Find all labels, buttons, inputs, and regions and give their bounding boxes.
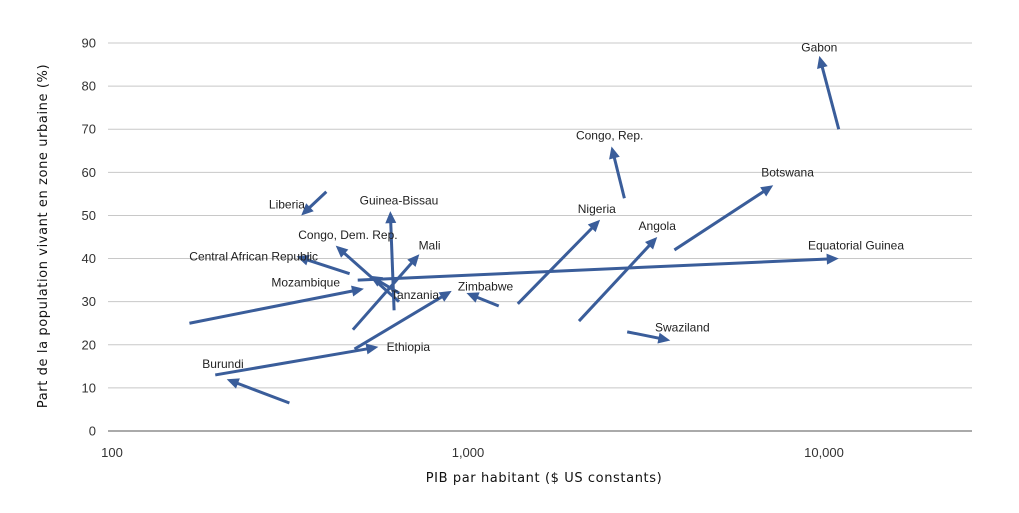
label-congo-dem-rep-9: Congo, Dem. Rep.	[298, 228, 397, 242]
arrow-head	[335, 245, 349, 258]
x-axis-title: PIB par habitant ($ US constants)	[426, 471, 663, 486]
arrow-shaft	[476, 295, 500, 308]
arrow-shaft	[378, 280, 400, 295]
arrow-shaft	[626, 330, 660, 340]
country-labels: Gabon Congo, Rep. Botswana Nigeria Angola Equ…	[189, 40, 904, 371]
x-tick-labels: 100 1,000 10,000	[101, 445, 844, 460]
arrow-ethiopia-15	[214, 343, 379, 377]
arrow-head	[466, 292, 480, 303]
arrow-head	[226, 378, 240, 389]
label-ethiopia-15: Ethiopia	[387, 340, 431, 354]
arrow-shaft	[189, 289, 354, 325]
arrow-shaft	[820, 66, 841, 130]
x-tick-label-1000: 1,000	[452, 445, 485, 460]
label-central-african-republic-11: Central African Republic	[189, 249, 318, 263]
arrow-angola-4	[577, 237, 658, 323]
y-tick-labels: 0 10 20 30 40 50 60 70 80 90	[82, 36, 96, 439]
arrow-tanzania-16	[353, 290, 452, 351]
y-tick-label-40: 40	[82, 251, 96, 266]
arrow-head	[645, 237, 658, 250]
label-botswana-2: Botswana	[761, 165, 814, 179]
arrow-series	[189, 55, 841, 405]
arrow-head	[296, 254, 310, 266]
label-tanzania-13: Tanzania	[391, 288, 439, 302]
arrow-congo-rep-1	[609, 146, 626, 199]
gridlines	[108, 42, 972, 432]
arrow-equatorial-guinea-5	[357, 253, 839, 282]
arrow-shaft	[357, 257, 828, 282]
arrow-gabon-0	[817, 55, 841, 130]
label-mali-10: Mali	[419, 239, 441, 253]
label-swaziland-6: Swaziland	[655, 321, 710, 335]
label-angola-4: Angola	[639, 219, 677, 233]
arrow-shaft	[306, 258, 351, 276]
x-tick-label-100: 100	[101, 445, 123, 460]
y-tick-label-70: 70	[82, 122, 96, 137]
y-axis-title: Part de la population vivant en zone urb…	[36, 64, 51, 408]
arrow-shaft	[577, 244, 651, 323]
arrow-shaft	[308, 190, 328, 209]
y-tick-label-0: 0	[89, 424, 96, 439]
y-tick-label-90: 90	[82, 36, 96, 51]
arrow-burundi-17	[226, 378, 290, 405]
arrow-head	[365, 343, 379, 355]
y-tick-label-30: 30	[82, 294, 96, 309]
arrow-shaft	[673, 190, 765, 252]
arrow-head	[301, 203, 314, 216]
arrow-nigeria-3	[516, 219, 601, 305]
label-burundi-16: Burundi	[202, 357, 243, 371]
label-nigeria-3: Nigeria	[578, 202, 616, 216]
y-tick-label-20: 20	[82, 337, 96, 352]
label-guinea-bissau-8: Guinea-Bissau	[360, 193, 439, 207]
arrow-head	[657, 332, 671, 344]
arrow-central-african-republic-11	[296, 254, 351, 276]
arrow-head	[760, 185, 774, 197]
arrow-head	[609, 146, 620, 160]
arrow-shaft	[351, 261, 414, 331]
y-tick-label-50: 50	[82, 208, 96, 223]
arrow-zimbabwe-14	[466, 292, 500, 308]
y-tick-label-10: 10	[82, 380, 96, 395]
arrow-shaft	[353, 295, 444, 351]
label-mozambique-12: Mozambique	[271, 275, 340, 289]
arrow-head	[385, 211, 397, 224]
x-tick-label-10000: 10,000	[804, 445, 844, 460]
arrow-head	[587, 219, 601, 233]
arrow-tanzania-13	[369, 275, 400, 295]
arrow-shaft	[612, 156, 626, 199]
label-gabon-0: Gabon	[801, 40, 837, 54]
arrow-swaziland-6	[626, 330, 671, 344]
label-zimbabwe-14: Zimbabwe	[458, 280, 514, 294]
y-tick-label-60: 60	[82, 165, 96, 180]
arrow-mali-10	[351, 254, 420, 331]
label-liberia-7: Liberia	[269, 198, 305, 212]
arrow-liberia-7	[301, 190, 328, 216]
arrow-head	[369, 275, 383, 287]
arrow-shaft	[214, 347, 368, 377]
arrow-head	[438, 290, 452, 302]
arrow-mozambique-12	[189, 285, 364, 325]
arrow-shaft	[516, 226, 594, 305]
label-equatorial-guinea-5: Equatorial Guinea	[808, 239, 904, 253]
arrow-head	[826, 253, 839, 265]
arrow-head	[351, 285, 364, 297]
arrow-botswana-2	[673, 185, 774, 252]
arrow-head	[817, 55, 828, 69]
arrow-shaft	[236, 381, 290, 405]
label-congo-rep-1: Congo, Rep.	[576, 129, 643, 143]
arrow-head	[407, 254, 420, 267]
y-tick-label-80: 80	[82, 79, 96, 94]
